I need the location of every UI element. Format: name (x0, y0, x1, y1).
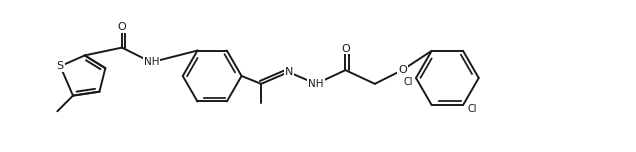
Text: O: O (398, 65, 406, 75)
Text: S: S (57, 61, 64, 71)
Text: N: N (284, 67, 293, 77)
Text: O: O (341, 44, 350, 54)
Text: Cl: Cl (403, 77, 413, 87)
Text: NH: NH (308, 79, 324, 89)
Text: O: O (118, 22, 127, 32)
Text: Cl: Cl (468, 104, 478, 114)
Text: NH: NH (144, 57, 159, 67)
